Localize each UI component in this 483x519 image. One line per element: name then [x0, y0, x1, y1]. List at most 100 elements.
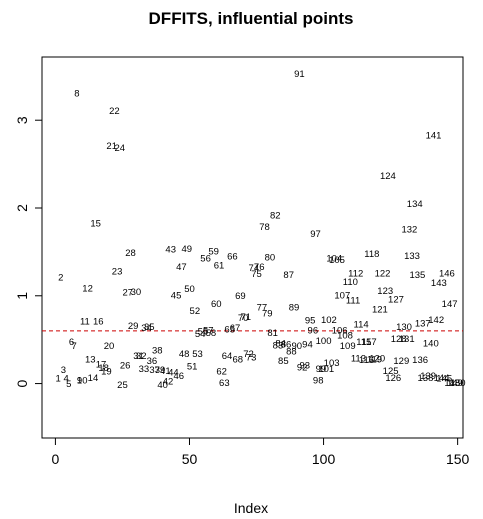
- point-label-133: 133: [404, 251, 420, 262]
- point-label-88: 88: [286, 346, 297, 357]
- point-label-92: 92: [297, 362, 308, 373]
- point-label-148: 148: [444, 378, 460, 389]
- point-label-55: 55: [198, 326, 209, 337]
- x-tick-label: 100: [312, 451, 336, 467]
- point-label-36: 36: [147, 356, 158, 367]
- point-label-47: 47: [176, 262, 187, 273]
- y-axis: 0 1 2 3: [14, 116, 42, 387]
- point-label-1: 1: [55, 374, 60, 385]
- point-label-87: 87: [283, 270, 294, 281]
- point-label-110: 110: [343, 277, 358, 288]
- point-label-7: 7: [72, 341, 77, 352]
- point-label-83: 83: [273, 340, 284, 351]
- point-label-40: 40: [157, 380, 168, 391]
- point-label-77: 77: [257, 303, 268, 314]
- point-label-108: 108: [337, 331, 353, 342]
- point-label-19: 19: [101, 367, 112, 378]
- point-label-95: 95: [305, 316, 316, 327]
- point-label-127: 127: [388, 295, 404, 306]
- point-label-114: 114: [354, 319, 369, 330]
- point-label-135: 135: [409, 270, 425, 281]
- point-label-14: 14: [88, 373, 99, 384]
- point-label-82: 82: [270, 210, 281, 221]
- point-label-99: 99: [316, 364, 327, 375]
- point-label-129: 129: [393, 356, 409, 367]
- point-label-60: 60: [211, 299, 222, 310]
- point-label-37: 37: [149, 365, 160, 376]
- point-label-52: 52: [190, 306, 201, 317]
- point-label-32: 32: [136, 351, 147, 362]
- point-label-124: 124: [380, 171, 396, 182]
- point-label-46: 46: [173, 371, 184, 382]
- point-label-45: 45: [171, 290, 182, 301]
- point-label-49: 49: [182, 244, 193, 255]
- chart-title: DFFITS, influential points: [149, 9, 354, 28]
- point-label-130: 130: [396, 322, 412, 333]
- point-label-119: 119: [367, 354, 382, 365]
- point-label-4: 4: [63, 374, 68, 385]
- point-label-24: 24: [114, 143, 125, 154]
- point-label-43: 43: [165, 245, 176, 256]
- point-label-53: 53: [192, 349, 203, 360]
- point-label-6: 6: [69, 337, 74, 348]
- point-label-65: 65: [224, 325, 235, 336]
- point-label-2: 2: [58, 273, 63, 284]
- point-label-134: 134: [407, 199, 423, 210]
- point-label-29: 29: [128, 321, 139, 332]
- point-label-120: 120: [369, 353, 385, 364]
- point-label-35: 35: [144, 322, 155, 333]
- x-axis-label: Index: [234, 500, 268, 516]
- point-label-51: 51: [187, 361, 198, 372]
- point-label-38: 38: [152, 346, 163, 357]
- point-label-63: 63: [219, 378, 230, 389]
- point-label-131: 131: [399, 334, 415, 345]
- point-label-109: 109: [340, 341, 356, 352]
- point-label-138: 138: [418, 373, 434, 384]
- point-label-31: 31: [133, 351, 144, 362]
- point-label-107: 107: [334, 290, 350, 301]
- point-label-142: 142: [428, 315, 444, 326]
- point-label-80: 80: [265, 253, 276, 264]
- point-label-145: 145: [436, 374, 452, 385]
- point-label-68: 68: [232, 354, 243, 365]
- plot-frame: [41, 56, 464, 439]
- y-tick-label: 1: [14, 292, 30, 300]
- point-label-13: 13: [85, 354, 96, 365]
- point-label-104: 104: [326, 253, 342, 264]
- point-label-41: 41: [160, 366, 171, 377]
- point-label-121: 121: [372, 304, 388, 315]
- point-label-62: 62: [216, 367, 227, 378]
- point-label-5: 5: [66, 379, 71, 390]
- point-label-34: 34: [141, 323, 152, 334]
- y-tick-label: 2: [14, 204, 30, 212]
- point-label-141: 141: [426, 131, 442, 142]
- x-axis: 0 50 100 150: [52, 438, 470, 467]
- point-label-113: 113: [351, 353, 366, 364]
- point-label-59: 59: [208, 246, 219, 257]
- point-label-106: 106: [332, 325, 348, 336]
- point-label-149: 149: [447, 378, 463, 389]
- point-label-101: 101: [318, 364, 334, 375]
- point-label-79: 79: [262, 309, 273, 320]
- point-label-23: 23: [112, 267, 123, 278]
- point-label-116: 116: [359, 355, 374, 366]
- point-label-105: 105: [329, 255, 345, 266]
- point-label-33: 33: [139, 364, 150, 375]
- point-label-75: 75: [251, 269, 262, 280]
- point-label-122: 122: [375, 268, 391, 279]
- point-label-143: 143: [431, 278, 447, 289]
- x-tick-label: 150: [446, 451, 470, 467]
- point-label-136: 136: [412, 355, 428, 366]
- point-label-50: 50: [184, 284, 195, 295]
- point-label-147: 147: [442, 299, 458, 310]
- point-label-21: 21: [106, 141, 117, 152]
- point-label-126: 126: [385, 373, 401, 384]
- point-label-25: 25: [117, 380, 128, 391]
- point-label-90: 90: [291, 341, 302, 352]
- point-label-112: 112: [348, 268, 363, 279]
- point-label-72: 72: [243, 349, 254, 360]
- point-label-30: 30: [131, 287, 142, 298]
- point-label-39: 39: [155, 365, 166, 376]
- point-label-69: 69: [235, 291, 246, 302]
- point-label-71: 71: [241, 312, 252, 323]
